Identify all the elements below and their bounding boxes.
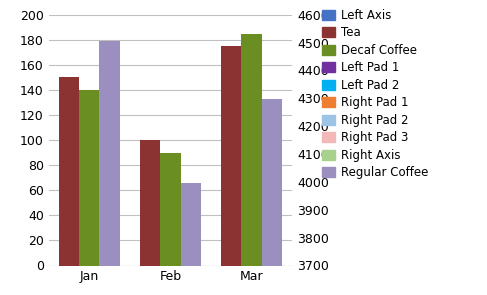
Bar: [160, 153, 181, 266]
Bar: [59, 78, 79, 266]
Bar: [140, 140, 160, 266]
Bar: [262, 99, 282, 266]
Bar: [79, 90, 99, 266]
Legend: Left Axis, Tea, Decaf Coffee, Left Pad 1, Left Pad 2, Right Pad 1, Right Pad 2, : Left Axis, Tea, Decaf Coffee, Left Pad 1…: [322, 9, 429, 179]
Bar: [242, 34, 262, 266]
Bar: [99, 41, 120, 266]
Bar: [221, 46, 242, 266]
Bar: [181, 183, 201, 266]
